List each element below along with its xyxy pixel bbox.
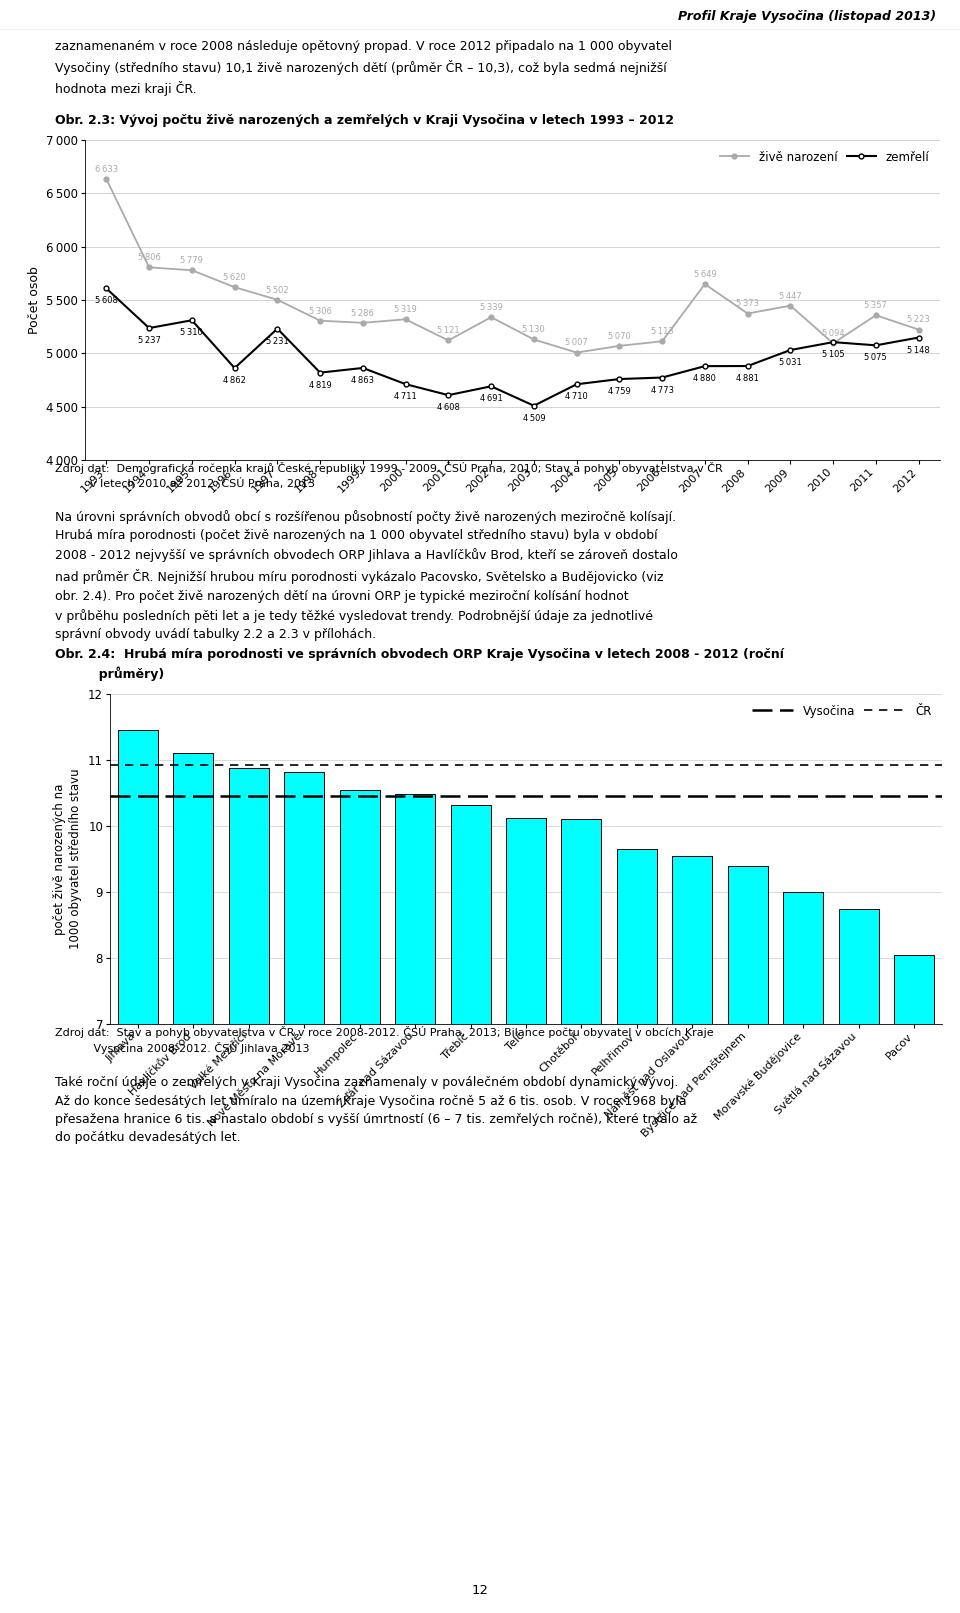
Text: Na úrovni správních obvodů obcí s rozšířenou působností počty živě narozených me: Na úrovni správních obvodů obcí s rozšíř…	[55, 510, 678, 640]
Bar	[562, 819, 601, 1486]
Text: 4 608: 4 608	[437, 403, 460, 413]
Text: 5 502: 5 502	[266, 286, 289, 295]
Text: zaznamenaném v roce 2008 následuje opětovný propad. V roce 2012 připadalo na 1 0: zaznamenaném v roce 2008 následuje opěto…	[55, 40, 672, 97]
Bar	[396, 794, 435, 1486]
Text: 5 319: 5 319	[395, 305, 417, 315]
Text: 5 620: 5 620	[224, 273, 246, 282]
Text: Zdroj dat:  Stav a pohyb obyvatelstva v ČR v roce 2008-2012. ČSÚ Praha, 2013; Bi: Zdroj dat: Stav a pohyb obyvatelstva v Č…	[55, 1026, 713, 1055]
Bar	[672, 857, 712, 1486]
Text: 4 710: 4 710	[565, 392, 588, 402]
Bar	[173, 753, 213, 1486]
Text: 5 231: 5 231	[266, 337, 289, 345]
Text: 5 121: 5 121	[437, 326, 460, 336]
Text: 4 862: 4 862	[223, 376, 246, 386]
Bar	[617, 848, 657, 1486]
Text: 5 339: 5 339	[480, 303, 503, 311]
Text: 5 070: 5 070	[608, 332, 631, 340]
Bar	[284, 773, 324, 1486]
Text: 5 306: 5 306	[309, 306, 331, 316]
Text: 4 819: 4 819	[309, 381, 331, 390]
Text: 5 286: 5 286	[351, 308, 374, 318]
Text: Zdroj dat:  Demografická ročenka krajů České republiky 1999 - 2009. ČSÚ Praha, 2: Zdroj dat: Demografická ročenka krajů Če…	[55, 461, 723, 489]
Text: 5 806: 5 806	[137, 253, 160, 263]
Y-axis label: Počet osob: Počet osob	[28, 266, 40, 334]
Legend: Vysočina, ČR: Vysočina, ČR	[747, 700, 936, 723]
Text: 5 779: 5 779	[180, 256, 204, 265]
Bar	[450, 805, 491, 1486]
Bar	[895, 955, 934, 1486]
Bar	[839, 908, 878, 1486]
Text: Obr. 2.4:  Hrubá míra porodnosti ve správních obvodech ORP Kraje Vysočina v lete: Obr. 2.4: Hrubá míra porodnosti ve správ…	[55, 648, 784, 681]
Text: 4 881: 4 881	[736, 374, 759, 382]
Text: 4 509: 4 509	[522, 413, 545, 423]
Text: 4 711: 4 711	[395, 392, 417, 402]
Text: 5 223: 5 223	[907, 316, 930, 324]
Text: 5 105: 5 105	[822, 350, 845, 360]
Bar	[506, 818, 546, 1486]
Text: 5 447: 5 447	[779, 292, 802, 300]
Text: 5 075: 5 075	[865, 353, 887, 363]
Text: 4 773: 4 773	[651, 386, 674, 395]
Text: 5 237: 5 237	[137, 336, 160, 345]
Text: 5 007: 5 007	[565, 339, 588, 347]
Text: Profil Kraje Vysočina (listopad 2013): Profil Kraje Vysočina (listopad 2013)	[678, 10, 936, 23]
Text: Obr. 2.3: Vývoj počtu živě narozených a zemřelých v Kraji Vysočina v letech 1993: Obr. 2.3: Vývoj počtu živě narozených a …	[55, 115, 674, 127]
Text: Také roční údaje o zemřelých v Kraji Vysočina zaznamenaly v poválečném období dy: Také roční údaje o zemřelých v Kraji Vys…	[55, 1076, 697, 1145]
Text: 5 373: 5 373	[736, 300, 759, 308]
Text: 4 759: 4 759	[608, 387, 631, 397]
Bar	[118, 731, 157, 1486]
Text: 4 863: 4 863	[351, 376, 374, 386]
Text: 5 310: 5 310	[180, 329, 204, 337]
Text: 5 649: 5 649	[693, 269, 716, 279]
Legend: živě narození, zemřelí: živě narození, zemřelí	[715, 145, 934, 168]
Text: 5 113: 5 113	[651, 327, 674, 336]
Bar	[228, 768, 269, 1486]
Text: 5 148: 5 148	[907, 345, 930, 355]
Text: 4 880: 4 880	[693, 374, 716, 384]
Text: 6 633: 6 633	[95, 165, 118, 174]
Y-axis label: počet živě narozených na
1000 obyvatel středního stavu: počet živě narozených na 1000 obyvatel s…	[53, 769, 83, 950]
Text: 5 608: 5 608	[95, 297, 118, 305]
Bar	[340, 790, 379, 1486]
Bar	[783, 892, 824, 1486]
Text: 5 094: 5 094	[822, 329, 845, 339]
Text: 5 031: 5 031	[779, 358, 802, 368]
Bar	[728, 866, 768, 1486]
Text: 5 130: 5 130	[522, 326, 545, 334]
Text: 5 357: 5 357	[864, 302, 887, 310]
Text: 12: 12	[471, 1584, 489, 1597]
Text: 4 691: 4 691	[480, 394, 502, 403]
